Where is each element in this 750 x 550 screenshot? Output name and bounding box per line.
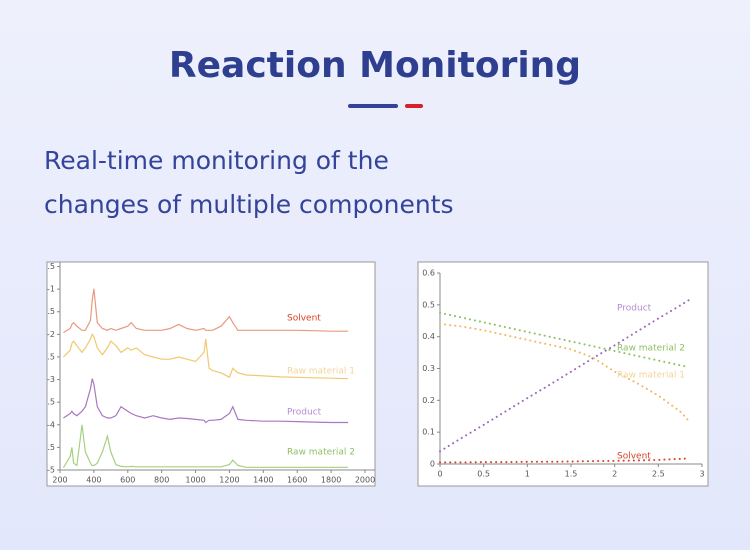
series-label: Raw material 1 — [617, 371, 685, 381]
series-label: Solvent — [287, 314, 321, 324]
x-tick-label: 0 — [437, 470, 442, 479]
page-title: Reaction Monitoring — [169, 45, 581, 86]
x-tick-label: 1400 — [253, 476, 273, 485]
series-label: Raw material 2 — [617, 344, 685, 354]
y-tick-label: 0.4 — [422, 332, 435, 341]
y-tick-label: 0.6 — [422, 269, 435, 278]
subtitle-line: changes of multiple components — [44, 190, 454, 219]
series-line — [439, 299, 690, 453]
series-line — [439, 457, 690, 464]
y-tick-label: .5 — [47, 352, 55, 361]
x-tick-label: 1 — [525, 470, 530, 479]
series-line — [63, 378, 349, 424]
series-label: Solvent — [617, 452, 651, 462]
y-tick-label: 0.5 — [422, 300, 435, 309]
chart-frame — [46, 261, 376, 487]
series-line — [439, 322, 690, 422]
y-tick-label: 0 — [430, 460, 435, 469]
series-label: Product — [287, 408, 322, 418]
y-tick-label: -5 — [47, 466, 55, 475]
x-tick-label: 2000 — [355, 476, 375, 485]
y-tick-label: -3 — [47, 375, 55, 384]
x-tick-label: 1200 — [219, 476, 239, 485]
series-line — [62, 424, 349, 469]
y-tick-label: -2 — [47, 330, 55, 339]
y-tick-label: 0.3 — [422, 364, 435, 373]
x-tick-label: 2.5 — [652, 470, 665, 479]
y-tick-label: .5 — [47, 443, 55, 452]
x-tick-label: 400 — [86, 476, 101, 485]
series-line — [439, 311, 690, 368]
y-tick-label: 0.1 — [422, 428, 435, 437]
chart-frame — [417, 261, 709, 487]
x-tick-label: 1800 — [321, 476, 341, 485]
y-tick-label: 0.2 — [422, 396, 435, 405]
title-bar-red — [405, 104, 423, 108]
x-tick-label: 0.5 — [477, 470, 490, 479]
subtitle-line: Real-time monitoring of the — [44, 146, 389, 175]
x-tick-label: 2 — [612, 470, 617, 479]
y-tick-label: .5 — [47, 307, 55, 316]
x-tick-label: 1600 — [287, 476, 307, 485]
x-tick-label: 800 — [154, 476, 169, 485]
x-tick-label: 3 — [699, 470, 704, 479]
y-tick-label: .5 — [47, 398, 55, 407]
series-line — [63, 288, 349, 334]
series-label: Raw material 2 — [287, 448, 355, 458]
x-tick-label: 200 — [52, 476, 67, 485]
y-tick-label: -4 — [47, 420, 55, 429]
series-label: Product — [617, 304, 652, 314]
x-tick-label: 1.5 — [565, 470, 578, 479]
series-line — [62, 333, 349, 380]
y-tick-label: .5 — [47, 262, 55, 271]
x-tick-label: 1000 — [185, 476, 205, 485]
x-tick-label: 600 — [120, 476, 135, 485]
series-label: Raw material 1 — [287, 367, 355, 377]
y-tick-label: -1 — [47, 285, 55, 294]
title-bar-blue — [348, 104, 398, 108]
